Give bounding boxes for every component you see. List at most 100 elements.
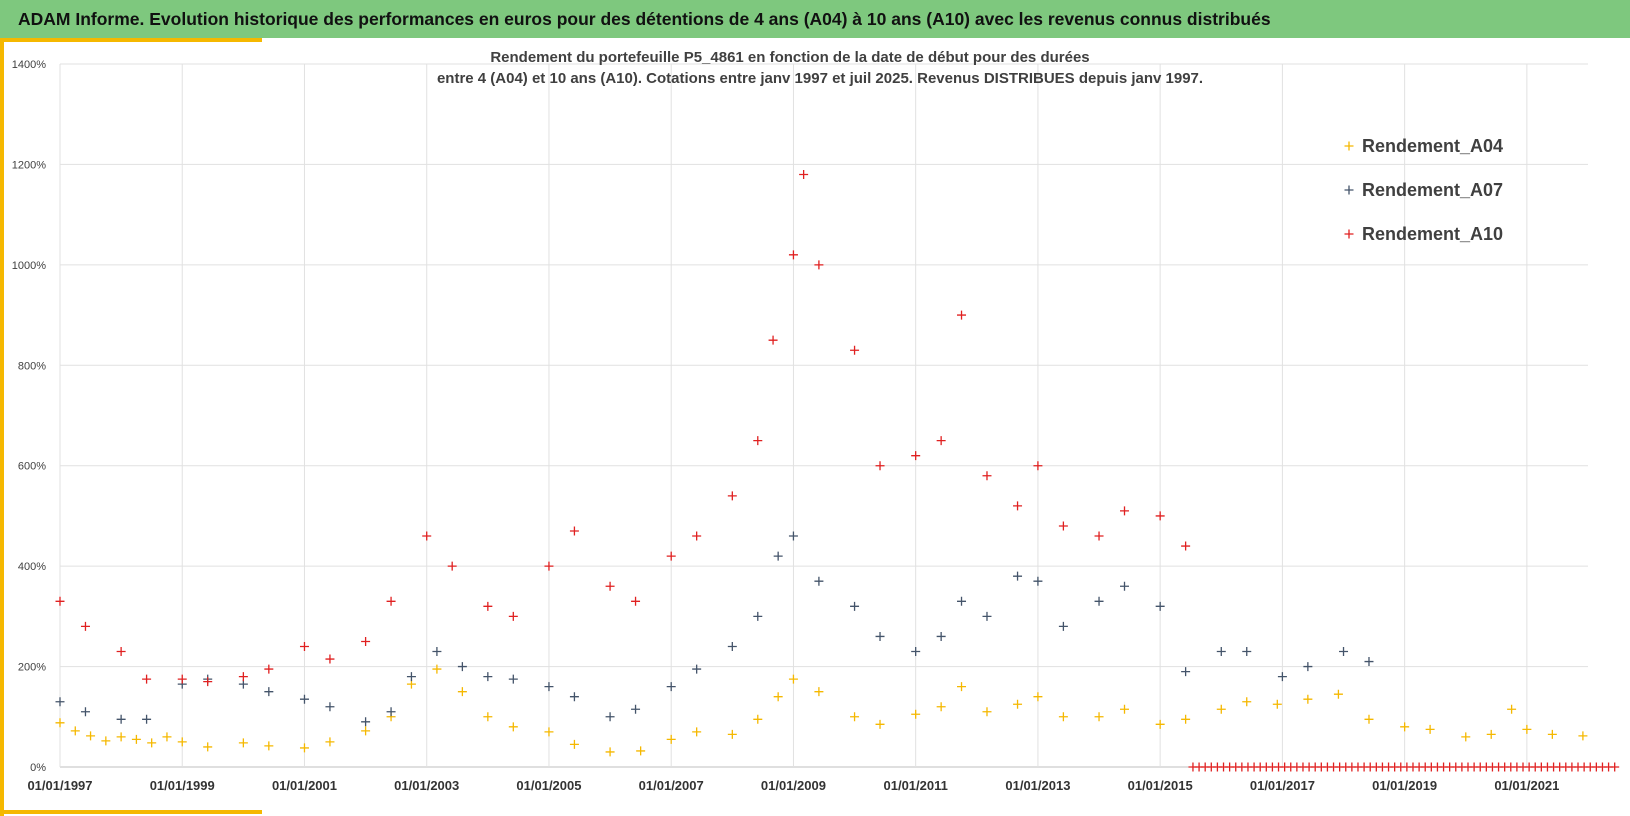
data-point xyxy=(1033,461,1043,471)
data-point xyxy=(631,596,641,606)
legend-marker xyxy=(1344,141,1354,151)
data-point xyxy=(1333,689,1343,699)
x-tick-label: 01/01/2001 xyxy=(272,778,337,793)
data-point xyxy=(1400,722,1410,732)
data-point xyxy=(727,729,737,739)
x-tick-label: 01/01/1999 xyxy=(150,778,215,793)
data-point xyxy=(957,310,967,320)
x-tick-label: 01/01/2015 xyxy=(1128,778,1193,793)
plot-area xyxy=(55,169,1588,757)
data-point xyxy=(666,734,676,744)
data-point xyxy=(483,601,493,611)
data-point xyxy=(203,742,213,752)
data-point xyxy=(299,743,309,753)
data-point xyxy=(936,631,946,641)
y-tick-label: 1200% xyxy=(12,159,46,171)
data-point xyxy=(386,707,396,717)
data-point xyxy=(422,531,432,541)
data-point xyxy=(483,672,493,682)
data-point xyxy=(238,679,248,689)
x-tick-label: 01/01/2013 xyxy=(1005,778,1070,793)
legend-marker xyxy=(1344,229,1354,239)
x-tick-label: 01/01/2017 xyxy=(1250,778,1315,793)
data-point xyxy=(1303,694,1313,704)
chart-title-line1: Rendement du portefeuille P5_4861 en fon… xyxy=(490,49,1089,66)
data-point xyxy=(1013,571,1023,581)
data-point xyxy=(203,677,213,687)
data-point xyxy=(508,611,518,621)
x-tick-label: 01/01/2009 xyxy=(761,778,826,793)
data-point xyxy=(911,709,921,719)
data-point xyxy=(361,726,371,736)
data-point xyxy=(406,672,416,682)
series-Rendement_A10 xyxy=(55,169,1191,687)
x-tick-label: 01/01/2007 xyxy=(639,778,704,793)
data-point xyxy=(631,704,641,714)
legend-marker xyxy=(1344,185,1354,195)
data-point xyxy=(1578,731,1588,741)
data-point xyxy=(544,561,554,571)
data-point xyxy=(1272,699,1282,709)
data-point xyxy=(447,561,457,571)
data-point xyxy=(1242,647,1252,657)
data-point xyxy=(299,694,309,704)
data-point xyxy=(1461,732,1471,742)
series-Rendement_A07 xyxy=(55,531,1374,727)
data-point xyxy=(147,738,157,748)
data-point xyxy=(1547,729,1557,739)
data-point xyxy=(636,746,646,756)
x-tick-label: 01/01/1997 xyxy=(27,778,92,793)
data-point xyxy=(101,736,111,746)
data-point xyxy=(86,731,96,741)
data-point xyxy=(1094,712,1104,722)
data-point xyxy=(1058,521,1068,531)
data-point xyxy=(80,707,90,717)
data-point xyxy=(773,692,783,702)
data-point xyxy=(1181,714,1191,724)
chart-grid xyxy=(59,63,1588,768)
data-point xyxy=(875,461,885,471)
data-point xyxy=(569,692,579,702)
data-point xyxy=(768,335,778,345)
data-point xyxy=(162,732,172,742)
data-point xyxy=(544,727,554,737)
data-point xyxy=(55,697,65,707)
accent-line-top xyxy=(0,38,262,42)
data-point xyxy=(325,702,335,712)
data-point xyxy=(788,531,798,541)
data-point xyxy=(1094,596,1104,606)
y-tick-label: 1000% xyxy=(12,260,46,272)
x-tick-label: 01/01/2021 xyxy=(1494,778,1559,793)
chart-legend: Rendement_A04 Rendement_A07 Rendement_A10 xyxy=(1344,136,1503,244)
data-point xyxy=(116,647,126,657)
data-point xyxy=(1033,576,1043,586)
data-point xyxy=(142,674,152,684)
y-tick-label: 1400% xyxy=(12,59,46,71)
data-point xyxy=(569,526,579,536)
legend-label: Rendement_A04 xyxy=(1362,136,1503,156)
data-point xyxy=(1277,672,1287,682)
data-point xyxy=(299,641,309,651)
data-point xyxy=(131,734,141,744)
data-point xyxy=(850,601,860,611)
data-point xyxy=(911,451,921,461)
data-point xyxy=(238,672,248,682)
series-Rendement_A04 xyxy=(55,664,1588,757)
data-point xyxy=(116,714,126,724)
y-tick-label: 800% xyxy=(18,360,46,372)
data-point xyxy=(1303,662,1313,672)
data-point xyxy=(544,682,554,692)
legend-label: Rendement_A07 xyxy=(1362,180,1503,200)
data-point xyxy=(1364,714,1374,724)
data-point xyxy=(773,551,783,561)
data-point xyxy=(264,664,274,674)
data-point xyxy=(605,712,615,722)
data-point xyxy=(70,726,80,736)
x-tick-label: 01/01/2011 xyxy=(884,778,948,793)
data-point xyxy=(727,641,737,651)
data-point xyxy=(508,722,518,732)
data-point xyxy=(957,682,967,692)
data-point xyxy=(692,664,702,674)
data-point xyxy=(1364,657,1374,667)
